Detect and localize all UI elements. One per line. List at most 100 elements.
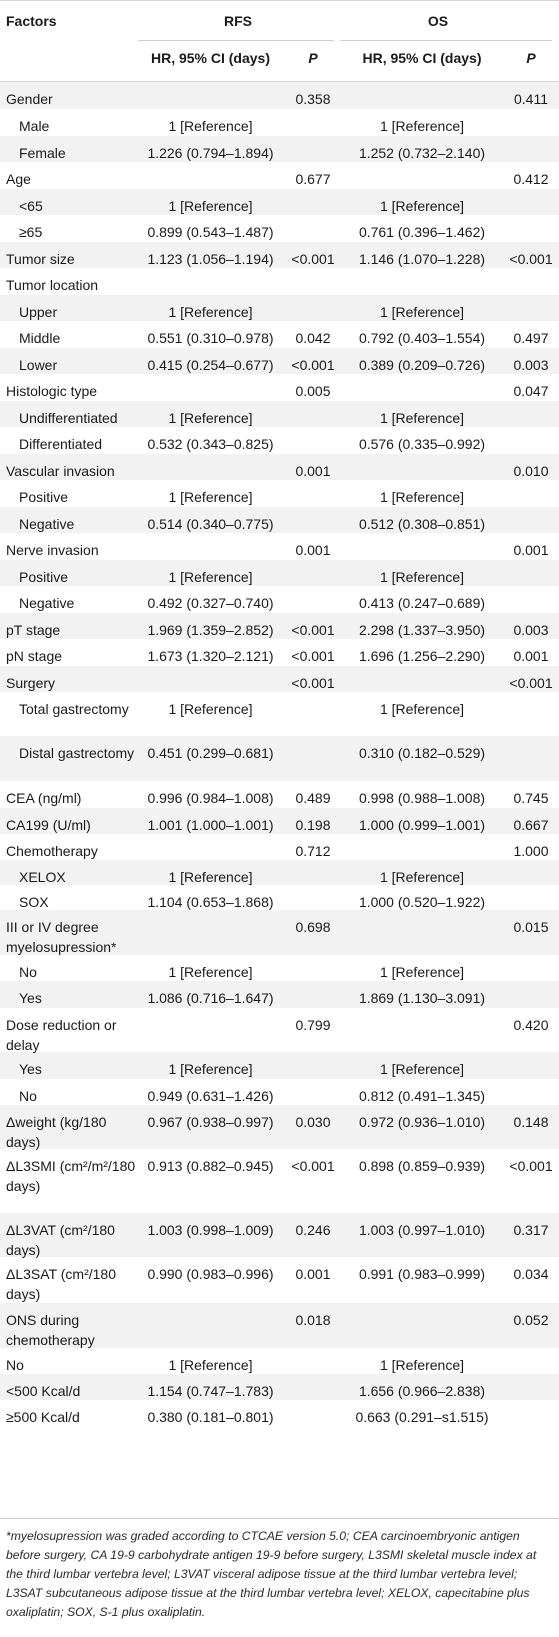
- factor-label: III or IV degree myelosupression*: [6, 919, 117, 955]
- rfs-hr-cell: 1 [Reference]: [168, 304, 253, 320]
- os-header-rule: [340, 40, 552, 41]
- rfs-hr-cell: 0.380 (0.181–0.801): [147, 1409, 274, 1425]
- os-hr-cell: 1.252 (0.732–2.140): [358, 145, 486, 161]
- rfs-hr-cell: 1 [Reference]: [168, 701, 253, 717]
- os-p-header: P: [526, 50, 536, 66]
- os-p-cell: 0.003: [513, 622, 549, 638]
- factors-header: Factors: [6, 13, 57, 29]
- factor-label: Tumor size: [6, 251, 75, 267]
- os-p-cell: 0.667: [513, 817, 549, 833]
- factor-label: Positive: [19, 569, 69, 585]
- factor-label: Male: [19, 118, 50, 134]
- rfs-hr-cell: 1 [Reference]: [168, 198, 253, 214]
- rfs-p-cell: 0.030: [295, 1114, 331, 1130]
- factor-label: Δweight (kg/180 days): [6, 1114, 107, 1150]
- os-hr-cell: 0.761 (0.396–1.462): [358, 224, 486, 240]
- os-p-cell: 0.015: [513, 919, 549, 935]
- table-row: Upper 1 [Reference] 1 [Reference]: [0, 295, 559, 321]
- rfs-hr-cell: 1.003 (0.998–1.009): [147, 1222, 274, 1238]
- os-p-cell: 1.000: [513, 843, 549, 859]
- os-hr-cell: 0.512 (0.308–0.851): [358, 516, 486, 532]
- rfs-hr-cell: 0.492 (0.327–0.740): [147, 595, 274, 611]
- rfs-hr-cell: 0.415 (0.254–0.677): [147, 357, 274, 373]
- table-row: Nerve invasion 0.001 0.001: [0, 533, 559, 560]
- rfs-hr-ci-header: HR, 95% CI (days): [150, 50, 271, 66]
- factor-label: <500 Kcal/d: [6, 1383, 81, 1399]
- factor-label: Yes: [19, 990, 42, 1006]
- table-row: pT stage 1.969 (1.359–2.852) <0.001 2.298 (…: [0, 613, 559, 639]
- factor-label: No: [6, 1357, 24, 1373]
- factor-label: SOX: [19, 894, 49, 910]
- factor-label: Middle: [19, 330, 61, 346]
- table-row: Yes 1 [Reference] 1 [Reference]: [0, 1052, 559, 1079]
- os-p-cell: <0.001: [509, 675, 553, 691]
- os-p-cell: <0.001: [509, 251, 553, 267]
- os-hr-cell: 1 [Reference]: [379, 304, 465, 320]
- rfs-p-cell: 0.005: [295, 383, 331, 399]
- os-p-cell: 0.411: [514, 91, 548, 107]
- os-hr-ci-header: HR, 95% CI (days): [362, 50, 482, 66]
- rfs-hr-cell: 1.969 (1.359–2.852): [147, 622, 274, 638]
- factor-label: pT stage: [6, 622, 61, 638]
- factor-label: ≥500 Kcal/d: [6, 1409, 80, 1425]
- table-row: Negative 0.492 (0.327–0.740) 0.413 (0.247–…: [0, 586, 559, 613]
- os-p-cell: 0.052: [513, 1312, 549, 1328]
- footnote-text: *myelosupression was graded according to…: [6, 1529, 537, 1619]
- os-hr-cell: 1 [Reference]: [379, 1061, 465, 1077]
- os-hr-cell: 0.972 (0.936–1.010): [358, 1114, 486, 1130]
- os-hr-cell: 2.298 (1.337–3.950): [358, 622, 486, 638]
- table-row: Middle 0.551 (0.310–0.978) 0.042 0.792 (0.4…: [0, 321, 559, 348]
- factor-label: Chemotherapy: [6, 843, 98, 859]
- factor-label: ΔL3VAT (cm²/180 days): [6, 1222, 115, 1258]
- rfs-hr-cell: 1 [Reference]: [168, 1357, 253, 1373]
- os-header: OS: [427, 13, 449, 29]
- os-p-cell: 0.003: [513, 357, 549, 373]
- table-row: No 1 [Reference] 1 [Reference]: [0, 955, 559, 981]
- rfs-p-cell: 0.001: [295, 463, 331, 479]
- rfs-hr-cell: 1 [Reference]: [168, 489, 253, 505]
- table-row: ΔL3SMI (cm²/m²/180 days) 0.913 (0.882–0.9…: [0, 1149, 559, 1213]
- os-hr-cell: 0.898 (0.859–0.939): [358, 1158, 486, 1174]
- factor-label: Negative: [19, 516, 75, 532]
- rfs-hr-cell: 1.154 (0.747–1.783): [147, 1383, 274, 1399]
- rfs-hr-cell: 0.551 (0.310–0.978): [147, 330, 274, 346]
- os-p-cell: 0.148: [513, 1114, 549, 1130]
- results-table: Factors RFS OS HR, 95% CI (days) P HR, 9…: [0, 0, 559, 1425]
- rfs-p-cell: <0.001: [291, 648, 335, 664]
- rfs-hr-cell: 0.996 (0.984–1.008): [147, 790, 274, 806]
- table-row: Total gastrectomy 1 [Reference] 1 [Referen…: [0, 692, 559, 736]
- rfs-header: RFS: [224, 13, 252, 29]
- table-row: ΔL3SAT (cm²/180 days) 0.990 (0.983–0.996)…: [0, 1257, 559, 1303]
- factor-label: ΔL3SAT (cm²/180 days): [6, 1266, 116, 1302]
- rfs-p-cell: 0.042: [295, 330, 331, 346]
- rfs-hr-cell: 1.001 (1.000–1.001): [147, 817, 274, 833]
- rfs-p-cell: 0.001: [295, 542, 331, 558]
- factor-label: <65: [19, 198, 43, 214]
- table-row: Yes 1.086 (0.716–1.647) 1.869 (1.130–3.091…: [0, 981, 559, 1008]
- factor-label: No: [19, 964, 37, 980]
- table-row: III or IV degree myelosupression* 0.698 0.…: [0, 910, 559, 955]
- os-hr-cell: 0.663 (0.291–s1.515): [355, 1409, 489, 1425]
- rfs-hr-cell: 0.913 (0.882–0.945): [147, 1158, 274, 1174]
- factor-label: Nerve invasion: [6, 542, 99, 558]
- factor-label: Histologic type: [6, 383, 98, 399]
- factor-label: ΔL3SMI (cm²/m²/180 days): [6, 1158, 136, 1194]
- factor-label: Age: [6, 171, 31, 187]
- table-row: Tumor size 1.123 (1.056–1.194) <0.001 1.146…: [0, 242, 559, 268]
- rfs-hr-cell: 1.086 (0.716–1.647): [147, 990, 274, 1006]
- factor-label: Total gastrectomy: [19, 701, 129, 717]
- rfs-p-cell: <0.001: [291, 675, 335, 691]
- factor-label: Yes: [19, 1061, 42, 1077]
- factor-label: ≥65: [19, 224, 43, 240]
- os-hr-cell: 0.310 (0.182–0.529): [358, 745, 486, 761]
- os-p-cell: 0.317: [513, 1222, 549, 1238]
- table-row: Gender 0.358 0.411: [0, 82, 559, 109]
- table-row: No 0.949 (0.631–1.426) 0.812 (0.491–1.345): [0, 1079, 559, 1105]
- table-row: <65 1 [Reference] 1 [Reference]: [0, 189, 559, 215]
- table-row: Δweight (kg/180 days) 0.967 (0.938–0.997)…: [0, 1105, 559, 1150]
- rfs-p-cell: <0.001: [291, 357, 335, 373]
- factor-label: Tumor location: [6, 277, 99, 293]
- table-row: Lower 0.415 (0.254–0.677) <0.001 0.389 (0.2…: [0, 348, 559, 374]
- factor-label: Distal gastrectomy: [19, 745, 135, 761]
- os-hr-cell: 1 [Reference]: [379, 1357, 465, 1373]
